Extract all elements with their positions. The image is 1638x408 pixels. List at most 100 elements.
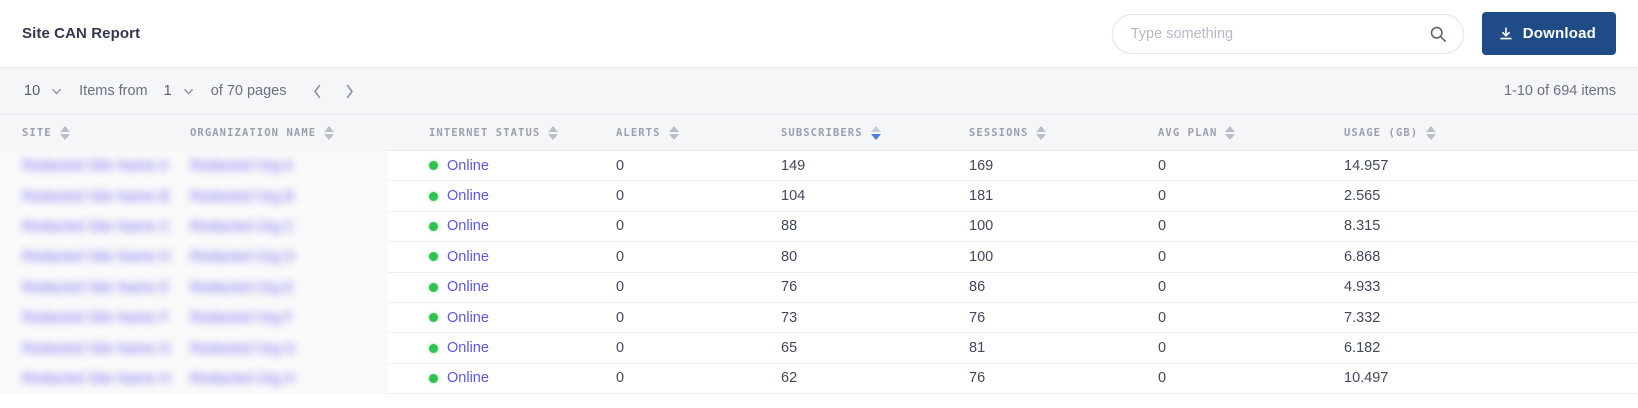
download-button[interactable]: Download — [1481, 12, 1616, 55]
status-label[interactable]: Online — [447, 218, 489, 235]
column-header-avg-plan[interactable]: AVG PLAN — [1153, 115, 1344, 151]
cell-alerts: 0 — [585, 151, 770, 180]
status-label[interactable]: Online — [447, 279, 489, 296]
cell-site[interactable]: Redacted Site Name H — [0, 364, 190, 394]
status-label[interactable]: Online — [447, 309, 489, 326]
cell-usage-gb: 8.315 — [1344, 212, 1544, 241]
cell-site[interactable]: Redacted Site Name D — [0, 242, 190, 272]
status-badge: Online — [429, 249, 489, 265]
column-header-organization-name-label: ORGANIZATION NAME — [190, 126, 317, 139]
column-header-internet-status[interactable]: INTERNET STATUS — [388, 115, 585, 151]
sort-toggle-internet-status-icon[interactable] — [548, 125, 559, 140]
organization-link-redacted[interactable]: Redacted Org G — [190, 340, 296, 357]
table-row[interactable]: Redacted Site Name B Redacted Org B Onli… — [0, 181, 1638, 212]
table-row[interactable]: Redacted Site Name A Redacted Org A Onli… — [0, 151, 1638, 182]
cell-avg-plan: 0 — [1153, 212, 1344, 241]
column-header-usage-gb[interactable]: USAGE (GB) — [1344, 115, 1544, 151]
organization-link-redacted[interactable]: Redacted Org E — [190, 279, 294, 296]
cell-site[interactable]: Redacted Site Name C — [0, 212, 190, 242]
column-header-organization-name[interactable]: ORGANIZATION NAME — [190, 115, 388, 151]
online-dot-icon — [429, 191, 438, 201]
site-link-redacted[interactable]: Redacted Site Name H — [22, 370, 171, 387]
cell-site[interactable]: Redacted Site Name B — [0, 181, 190, 211]
site-link-redacted[interactable]: Redacted Site Name D — [22, 249, 171, 266]
cell-organization-name[interactable]: Redacted Org D — [190, 242, 388, 272]
cell-organization-name[interactable]: Redacted Org H — [190, 364, 388, 394]
sort-toggle-sessions-icon[interactable] — [1036, 125, 1047, 140]
online-dot-icon — [429, 161, 438, 171]
frozen-row-pane: Redacted Site Name H Redacted Org H — [0, 363, 388, 395]
organization-link-redacted[interactable]: Redacted Org C — [190, 218, 295, 235]
alerts-value: 0 — [616, 157, 625, 174]
sort-toggle-avg-plan-icon[interactable] — [1225, 125, 1236, 140]
cell-usage-gb: 2.565 — [1344, 181, 1544, 210]
subscribers-value: 62 — [781, 370, 798, 387]
table-row[interactable]: Redacted Site Name D Redacted Org D Onli… — [0, 242, 1638, 273]
online-dot-icon — [429, 343, 438, 353]
cell-site[interactable]: Redacted Site Name E — [0, 273, 190, 303]
cell-organization-name[interactable]: Redacted Org B — [190, 181, 388, 211]
cell-sessions: 76 — [961, 303, 1153, 332]
site-link-redacted[interactable]: Redacted Site Name C — [22, 218, 171, 235]
cell-organization-name[interactable]: Redacted Org E — [190, 273, 388, 303]
cell-organization-name[interactable]: Redacted Org F — [190, 303, 388, 333]
table-row[interactable]: Redacted Site Name G Redacted Org G Onli… — [0, 333, 1638, 364]
next-page-button[interactable] — [339, 80, 361, 102]
site-link-redacted[interactable]: Redacted Site Name F — [22, 310, 169, 327]
site-link-redacted[interactable]: Redacted Site Name B — [22, 188, 170, 205]
status-label[interactable]: Online — [447, 248, 489, 265]
organization-link-redacted[interactable]: Redacted Org H — [190, 370, 295, 387]
status-badge: Online — [429, 310, 489, 326]
cell-organization-name[interactable]: Redacted Org C — [190, 212, 388, 242]
status-label[interactable]: Online — [447, 188, 489, 205]
sessions-value: 76 — [969, 309, 986, 326]
sessions-value: 76 — [969, 370, 986, 387]
search-box[interactable] — [1111, 13, 1464, 54]
items-from-label: Items from — [79, 83, 148, 99]
organization-link-redacted[interactable]: Redacted Org B — [190, 188, 294, 205]
sort-toggle-usage-gb-icon[interactable] — [1426, 125, 1437, 140]
table-row[interactable]: Redacted Site Name F Redacted Org F Onli… — [0, 302, 1638, 334]
cell-sessions: 100 — [961, 212, 1153, 241]
organization-link-redacted[interactable]: Redacted Org A — [190, 158, 294, 175]
cell-site[interactable]: Redacted Site Name F — [0, 303, 190, 333]
usage-gb-value: 6.868 — [1344, 248, 1381, 265]
site-link-redacted[interactable]: Redacted Site Name E — [22, 279, 170, 296]
sort-toggle-site-icon[interactable] — [59, 125, 70, 140]
site-link-redacted[interactable]: Redacted Site Name G — [22, 340, 172, 357]
table-row[interactable]: Redacted Site Name E Redacted Org E Onli… — [0, 272, 1638, 303]
status-label[interactable]: Online — [447, 157, 489, 174]
current-page-select[interactable]: 1 — [162, 81, 197, 101]
column-header-site[interactable]: SITE — [0, 115, 190, 151]
avg-plan-value: 0 — [1158, 218, 1167, 235]
cell-alerts: 0 — [585, 303, 770, 332]
column-header-subscribers[interactable]: SUBSCRIBERS — [770, 115, 961, 151]
sort-toggle-organization-name-icon[interactable] — [324, 125, 335, 140]
cell-sessions: 76 — [961, 364, 1153, 393]
status-label[interactable]: Online — [447, 340, 489, 357]
sessions-value: 81 — [969, 340, 986, 357]
search-input[interactable] — [1130, 25, 1429, 42]
table-row[interactable]: Redacted Site Name C Redacted Org C Onli… — [0, 211, 1638, 243]
cell-site[interactable]: Redacted Site Name A — [0, 151, 190, 181]
cell-organization-name[interactable]: Redacted Org A — [190, 151, 388, 181]
cell-internet-status: Online — [388, 212, 585, 241]
sort-toggle-subscribers-icon[interactable] — [870, 125, 881, 140]
cell-organization-name[interactable]: Redacted Org G — [190, 333, 388, 363]
search-icon[interactable] — [1429, 25, 1447, 43]
status-label[interactable]: Online — [447, 370, 489, 387]
scrollable-row-pane: Online 0 104 181 0 2.565 — [388, 181, 1638, 212]
page-size-select[interactable]: 10 — [22, 81, 65, 101]
site-link-redacted[interactable]: Redacted Site Name A — [22, 158, 169, 175]
organization-link-redacted[interactable]: Redacted Org D — [190, 249, 295, 266]
previous-page-button[interactable] — [307, 80, 329, 102]
table-row[interactable]: Redacted Site Name H Redacted Org H Onli… — [0, 363, 1638, 395]
cell-subscribers: 80 — [770, 242, 961, 271]
sort-toggle-alerts-icon[interactable] — [668, 125, 679, 140]
cell-site[interactable]: Redacted Site Name G — [0, 333, 190, 363]
column-header-sessions[interactable]: SESSIONS — [961, 115, 1153, 151]
column-header-alerts[interactable]: ALERTS — [585, 115, 770, 151]
avg-plan-value: 0 — [1158, 188, 1167, 205]
cell-internet-status: Online — [388, 273, 585, 302]
organization-link-redacted[interactable]: Redacted Org F — [190, 310, 294, 327]
